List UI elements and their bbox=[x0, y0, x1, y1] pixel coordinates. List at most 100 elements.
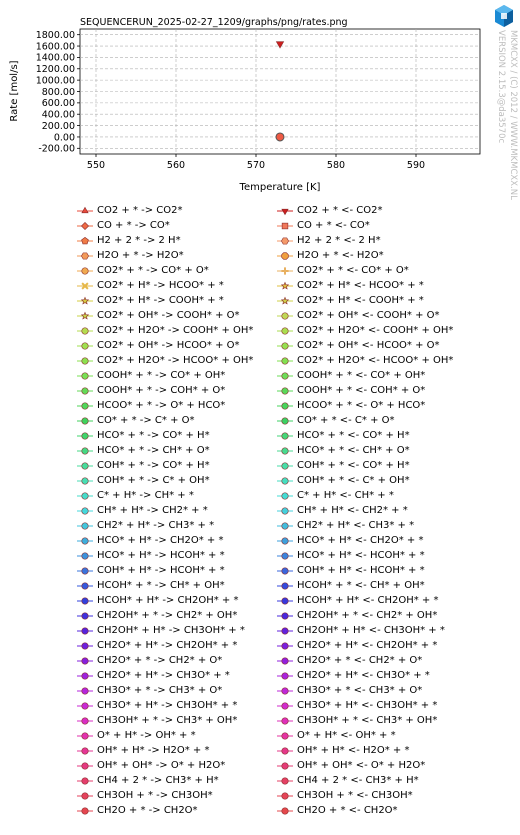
legend-label: CH2O* + H* -> CH3O* + * bbox=[97, 670, 230, 681]
legend-marker bbox=[81, 431, 89, 440]
legend-entry: HCO* + H* -> CH2O* + * bbox=[77, 533, 223, 548]
legend-swatch bbox=[77, 686, 93, 695]
legend-marker bbox=[81, 581, 89, 590]
legend-marker bbox=[281, 311, 289, 320]
legend-entry: CO2* + OH* -> COOH* + O* bbox=[77, 308, 240, 323]
y-tick-label: -200.00 bbox=[38, 144, 75, 155]
y-tick-label: 200.00 bbox=[42, 121, 75, 132]
legend-swatch bbox=[77, 281, 93, 290]
legend-label: CO* + * <- C* + O* bbox=[297, 415, 395, 426]
legend-swatch bbox=[77, 491, 93, 500]
legend-label: CH2OH* + * -> CH2* + OH* bbox=[97, 610, 238, 621]
legend-entry: CH* + H* -> CH2* + * bbox=[77, 503, 208, 518]
y-axis-label: Rate [mol/s] bbox=[9, 60, 20, 121]
legend-swatch bbox=[277, 776, 293, 785]
legend-swatch bbox=[277, 446, 293, 455]
legend-swatch bbox=[277, 611, 293, 620]
legend-swatch bbox=[277, 341, 293, 350]
legend-marker bbox=[281, 626, 289, 635]
legend-entry: CH2O* + H* -> CH3O* + * bbox=[77, 668, 230, 683]
legend-label: CH2O + * <- CH2O* bbox=[297, 805, 398, 816]
legend-label: CO2* + H2O* <- HCOO* + OH* bbox=[297, 355, 454, 366]
legend-entry: CH4 + 2 * -> CH3* + H* bbox=[77, 773, 219, 788]
legend-entry: CH* + H* <- CH2* + * bbox=[277, 503, 408, 518]
legend-label: CH2O* + H* <- CH3O* + * bbox=[297, 670, 430, 681]
legend-label: CO* + * -> C* + O* bbox=[97, 415, 195, 426]
legend-entry: HCOH* + H* <- CH2OH* + * bbox=[277, 593, 438, 608]
legend-swatch bbox=[277, 536, 293, 545]
legend-entry: COH* + * -> C* + OH* bbox=[77, 473, 210, 488]
legend-swatch bbox=[77, 266, 93, 275]
legend-swatch bbox=[77, 551, 93, 560]
legend-entry: COOH* + * -> COH* + O* bbox=[77, 383, 225, 398]
legend-marker bbox=[281, 761, 289, 770]
legend-swatch bbox=[277, 596, 293, 605]
legend-label: CH3OH + * -> CH3OH* bbox=[97, 790, 213, 801]
legend-marker bbox=[81, 446, 89, 455]
legend-label: C* + H* <- CH* + * bbox=[297, 490, 394, 501]
legend-label: HCO* + H* -> HCOH* + * bbox=[97, 550, 225, 561]
legend-swatch bbox=[77, 416, 93, 425]
legend-marker bbox=[81, 491, 89, 500]
legend-swatch bbox=[77, 716, 93, 725]
legend-label: CH* + H* -> CH2* + * bbox=[97, 505, 208, 516]
legend-label: HCO* + * -> CH* + O* bbox=[97, 445, 210, 456]
legend-label: CO + * <- CO* bbox=[297, 220, 370, 231]
legend-swatch bbox=[77, 806, 93, 815]
legend-label: CO2* + OH* -> HCOO* + O* bbox=[97, 340, 240, 351]
legend-label: CO + * -> CO* bbox=[97, 220, 170, 231]
legend-marker bbox=[81, 281, 89, 290]
legend-entry: CO2 + * <- CO2* bbox=[277, 203, 383, 218]
branding-copyright: MKMCXX / (C) 2012 / WWW.MKMCXX.NL bbox=[508, 30, 518, 200]
legend-entry: CO2* + H* -> HCOO* + * bbox=[77, 278, 224, 293]
legend-entry: HCO* + H* -> HCOH* + * bbox=[77, 548, 225, 563]
legend-label: COH* + H* -> HCOH* + * bbox=[97, 565, 225, 576]
legend-entry: CH3OH* + * -> CH3* + OH* bbox=[77, 713, 237, 728]
legend-label: CO2* + OH* <- COOH* + O* bbox=[297, 310, 440, 321]
legend-entry: CH2O* + * -> CH2* + O* bbox=[77, 653, 222, 668]
legend-marker bbox=[281, 251, 289, 260]
legend-swatch bbox=[277, 686, 293, 695]
legend-marker bbox=[281, 566, 289, 575]
legend-label: CO2 + * -> CO2* bbox=[97, 205, 183, 216]
legend-entry: COOH* + * <- COH* + O* bbox=[277, 383, 425, 398]
legend-label: CH2* + H* -> CH3* + * bbox=[97, 520, 215, 531]
legend-marker bbox=[281, 326, 289, 335]
legend-label: HCO* + H* <- CH2O* + * bbox=[297, 535, 424, 546]
legend-swatch bbox=[77, 611, 93, 620]
legend-marker bbox=[281, 686, 289, 695]
x-tick-label: 550 bbox=[87, 160, 105, 171]
legend-entry: HCOH* + H* -> CH2OH* + * bbox=[77, 593, 238, 608]
legend-swatch bbox=[77, 731, 93, 740]
y-tick-label: 1000.00 bbox=[36, 75, 75, 86]
legend-label: CO2* + H* -> HCOO* + * bbox=[97, 280, 224, 291]
legend-label: CH3O* + * -> CH3* + O* bbox=[97, 685, 223, 696]
legend-marker bbox=[281, 356, 289, 365]
legend-entry: CH4 + 2 * <- CH3* + H* bbox=[277, 773, 419, 788]
legend-entry: CH2OH* + H* <- CH3OH* + * bbox=[277, 623, 445, 638]
legend-label: CH2O* + * -> CH2* + O* bbox=[97, 655, 223, 666]
legend-entry: CO2* + H2O* <- HCOO* + OH* bbox=[277, 353, 453, 368]
legend-entry: HCO* + H* <- CH2O* + * bbox=[277, 533, 423, 548]
legend-swatch bbox=[277, 506, 293, 515]
legend-swatch bbox=[277, 521, 293, 530]
legend-swatch bbox=[277, 746, 293, 755]
legend-label: CO2* + H* <- COOH* + * bbox=[297, 295, 424, 306]
legend-entry: H2O + * -> H2O* bbox=[77, 248, 184, 263]
legend-marker bbox=[81, 791, 89, 800]
legend-label: HCOH* + * -> CH* + OH* bbox=[97, 580, 225, 591]
legend-entry: CH2O* + H* -> CH2OH* + * bbox=[77, 638, 237, 653]
legend-entry: CH2* + H* <- CH3* + * bbox=[277, 518, 414, 533]
legend-marker bbox=[81, 566, 89, 575]
legend-label: CO2* + * -> CO* + O* bbox=[97, 265, 209, 276]
x-tick-label: 570 bbox=[247, 160, 265, 171]
legend-label: HCO* + * <- CH* + O* bbox=[297, 445, 410, 456]
legend-label: CH4 + 2 * <- CH3* + H* bbox=[297, 775, 419, 786]
mkmcxx-logo-icon bbox=[494, 4, 514, 32]
legend-swatch bbox=[277, 208, 293, 215]
legend-label: CO2* + H* <- HCOO* + * bbox=[297, 280, 424, 291]
legend-marker bbox=[281, 506, 289, 515]
legend-entry: COH* + H* -> HCOH* + * bbox=[77, 563, 225, 578]
legend-marker bbox=[80, 311, 90, 320]
legend-marker bbox=[281, 641, 289, 650]
